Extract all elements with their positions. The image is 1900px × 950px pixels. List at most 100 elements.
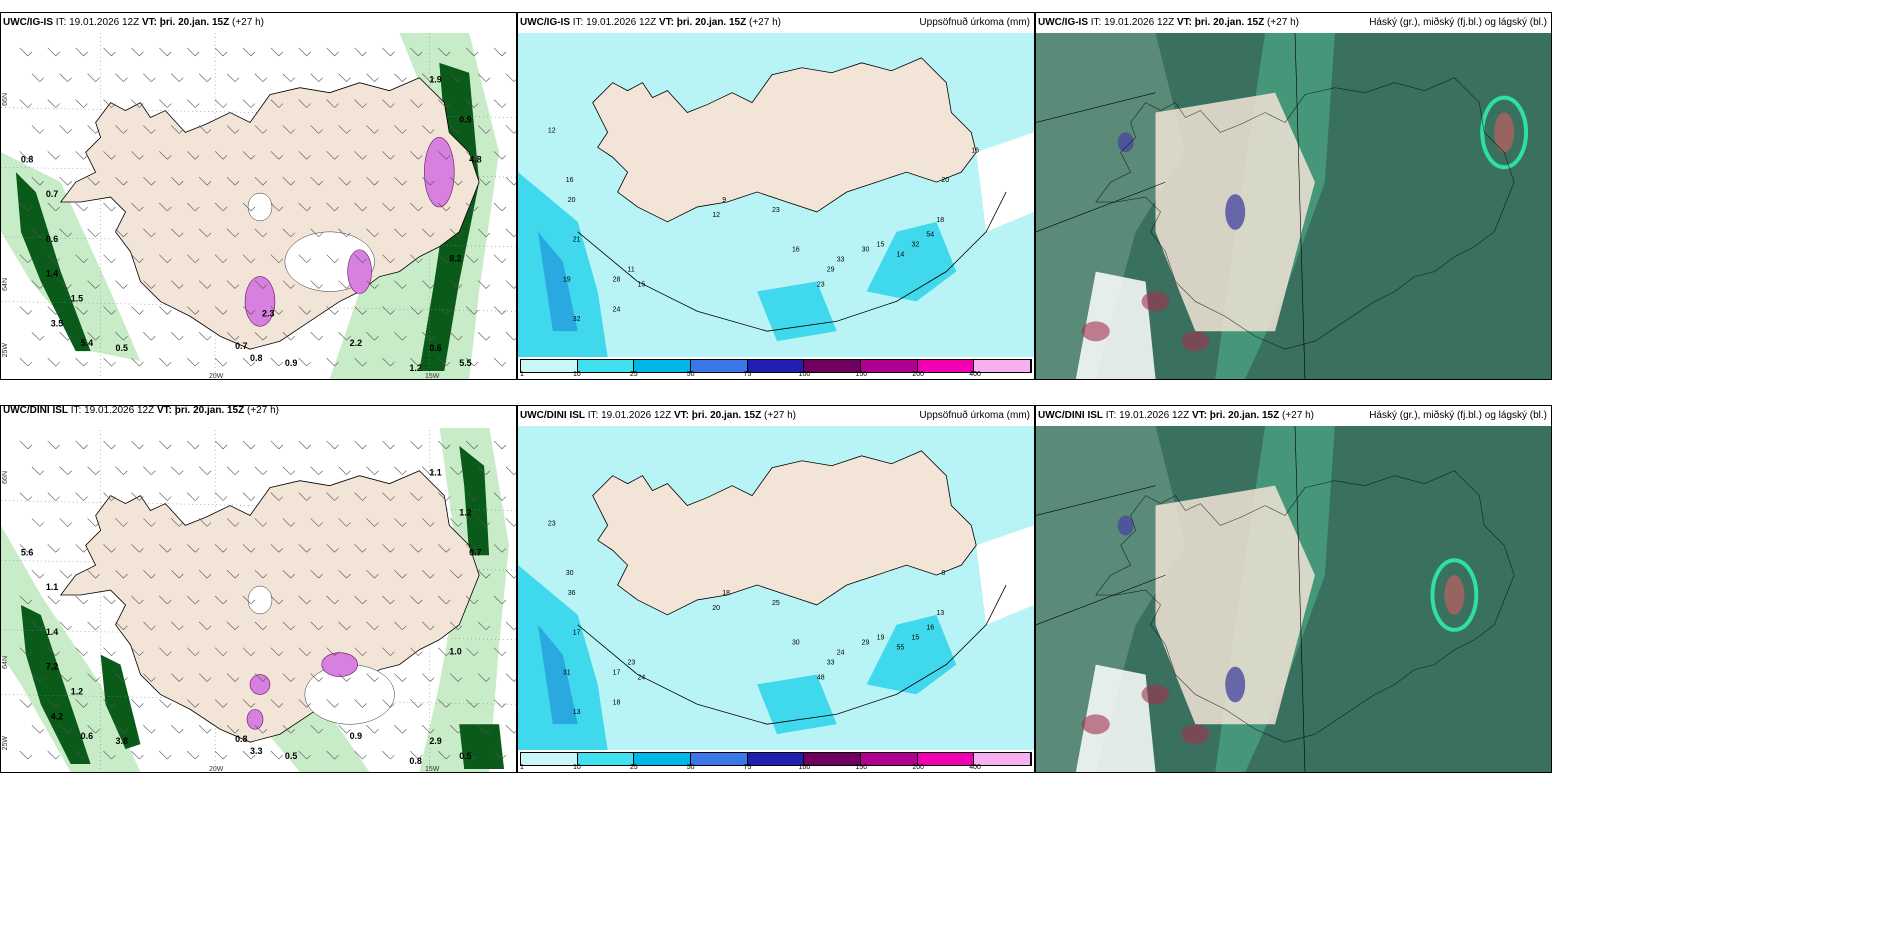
wind-barb-flag [374,522,379,527]
wind-value-label: 1.1 [429,468,441,478]
wind-barb [171,518,180,527]
wind-barb [131,492,140,501]
wind-barb [242,750,252,760]
map-panel-wind-ig[interactable]: UWC/IG-IS IT: 19.01.2026 12Z VT: þri. 20… [0,12,517,380]
wind-barb [438,357,447,367]
wind-barb [143,621,152,631]
wind-barb-flag [430,284,435,289]
wind-barb-flag [362,206,367,212]
wind-barb [282,518,292,527]
map-area[interactable] [1036,33,1551,379]
wind-barb [242,595,252,605]
wind-barb-flag [151,677,156,682]
wind-barb-flag [457,573,463,579]
wind-barb-flag [318,470,323,475]
precip-value-label: 48 [817,674,825,681]
legend-swatch [521,753,578,765]
wind-barb-flag [278,548,284,553]
wind-barb [382,647,391,656]
wind-barb-flag [206,232,212,238]
wind-barb-flag [457,625,463,631]
legend-ticks: 1 10 25 50 75 100 150 200 400 [520,371,1032,379]
legend-tick: 10 [572,371,581,378]
map-panel-precip-dini[interactable]: UWC/DINI ISL IT: 19.01.2026 12Z VT: þri.… [517,405,1035,773]
wind-barb [75,99,84,108]
map-panel-wind-dini[interactable]: UWC/DINI ISL IT: 19.01.2026 12Z VT: þri.… [0,405,517,773]
wind-barb [477,280,487,289]
precip-value-label: 24 [638,674,646,681]
wind-barb [103,492,112,501]
wind-barb-flag [55,599,60,605]
clear-area [1075,664,1156,772]
wind-barb [493,357,503,367]
wind-barb-flag [501,444,507,450]
dry-area [976,525,1034,625]
wind-value-label: 8.2 [449,254,461,264]
wind-barb [115,176,124,186]
wind-barb [410,699,419,708]
wind-barb [254,228,264,238]
map-panel-cloud-dini[interactable]: UWC/DINI ISL IT: 19.01.2026 12Z VT: þri.… [1035,405,1552,773]
wind-barb-flag [123,232,128,238]
wind-barb [103,699,112,708]
wind-barb-flag [250,361,256,367]
wind-barb-flag [390,444,395,450]
wind-barb-flag [278,155,284,160]
wind-barb-flag [39,284,44,289]
wind-barb-flag [55,361,60,367]
wind-barb-flag [83,548,88,553]
precip-value-label: 14 [897,252,905,259]
map-area[interactable]: 23 30 36 17 31 13 18 17 23 24 20 18 25 30 48 33 24 29 19 55… [518,426,1034,750]
wind-barb [310,621,319,631]
wind-barb [465,492,475,501]
map-area[interactable]: 0.8 0.7 0.6 1.4 1.5 3.5 5.4 0.5 0.7 0.8 0.9 2.2 1.9 0… [1,33,516,379]
wind-value-label: 0.8 [250,353,262,363]
wind-barb [19,492,29,501]
wind-barb-flag [83,51,88,57]
wind-barb-flag [318,573,323,579]
wind-barb-flag [222,155,228,160]
wind-barb [59,280,68,289]
map-area[interactable]: 5.6 1.1 1.4 7.2 1.2 4.2 0.6 3.8 0.8 3.3 0.5 0.9 1.1 1… [1,426,516,772]
precip-value-label: 32 [573,316,581,323]
gust-area [321,652,358,677]
wind-barb [115,280,124,289]
wind-value-label: 5.6 [21,547,33,557]
wind-barb [410,492,419,501]
wind-barb [226,569,236,579]
wind-barb-flag [334,206,339,212]
wind-barb-flag [485,625,491,631]
wind-barb [422,332,431,341]
wind-barb [493,99,503,108]
wind-barb [103,202,112,212]
map-area[interactable]: 12 16 20 21 19 32 24 28 11 15 12 9 23 16 23 29 33 30 15 14 3… [518,33,1034,357]
wind-barb [214,306,224,315]
wind-barb [214,202,224,212]
map-panel-cloud-ig[interactable]: UWC/IG-IS IT: 19.01.2026 12Z VT: þri. 20… [1035,12,1552,380]
wind-barb-flag [402,522,407,527]
wind-barb-flag [194,206,200,212]
wind-barb [505,673,515,682]
wind-barb-flag [222,548,228,553]
glacier-area [247,192,273,222]
wind-barb-flag [27,651,33,656]
wind-barb-flag [418,103,423,108]
wind-barb [394,621,403,631]
wind-barb-flag [290,284,295,289]
wind-barb [171,280,180,289]
wind-barb-flag [83,444,88,450]
wind-barb [382,254,391,263]
wind-barb [438,647,447,656]
wind-barb [131,357,140,367]
map-area[interactable] [1036,426,1551,772]
wind-barb-flag [318,129,323,134]
wind-barb [47,306,56,315]
wind-barb-flag [346,625,351,631]
map-panel-precip-ig[interactable]: UWC/IG-IS IT: 19.01.2026 12Z VT: þri. 20… [517,12,1035,380]
wind-barb-flag [362,103,367,108]
wind-barb [338,673,347,682]
wind-barb-flag [334,496,339,501]
wind-barb [310,73,319,82]
wind-barb-flag [374,729,379,734]
wind-barb [143,569,152,579]
